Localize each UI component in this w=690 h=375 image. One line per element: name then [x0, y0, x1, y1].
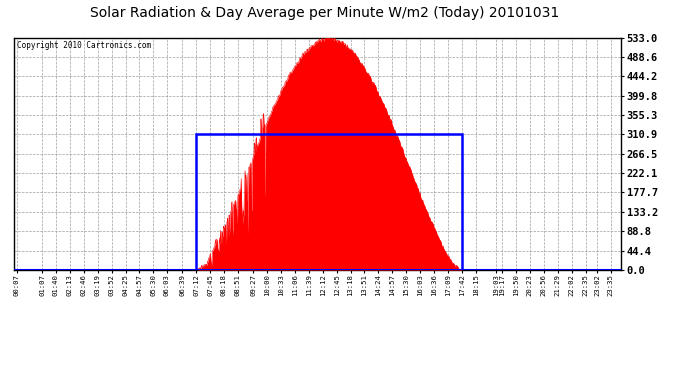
Text: Copyright 2010 Cartronics.com: Copyright 2010 Cartronics.com	[17, 41, 151, 50]
Bar	[196, 134, 462, 270]
Text: Solar Radiation & Day Average per Minute W/m2 (Today) 20101031: Solar Radiation & Day Average per Minute…	[90, 6, 559, 20]
